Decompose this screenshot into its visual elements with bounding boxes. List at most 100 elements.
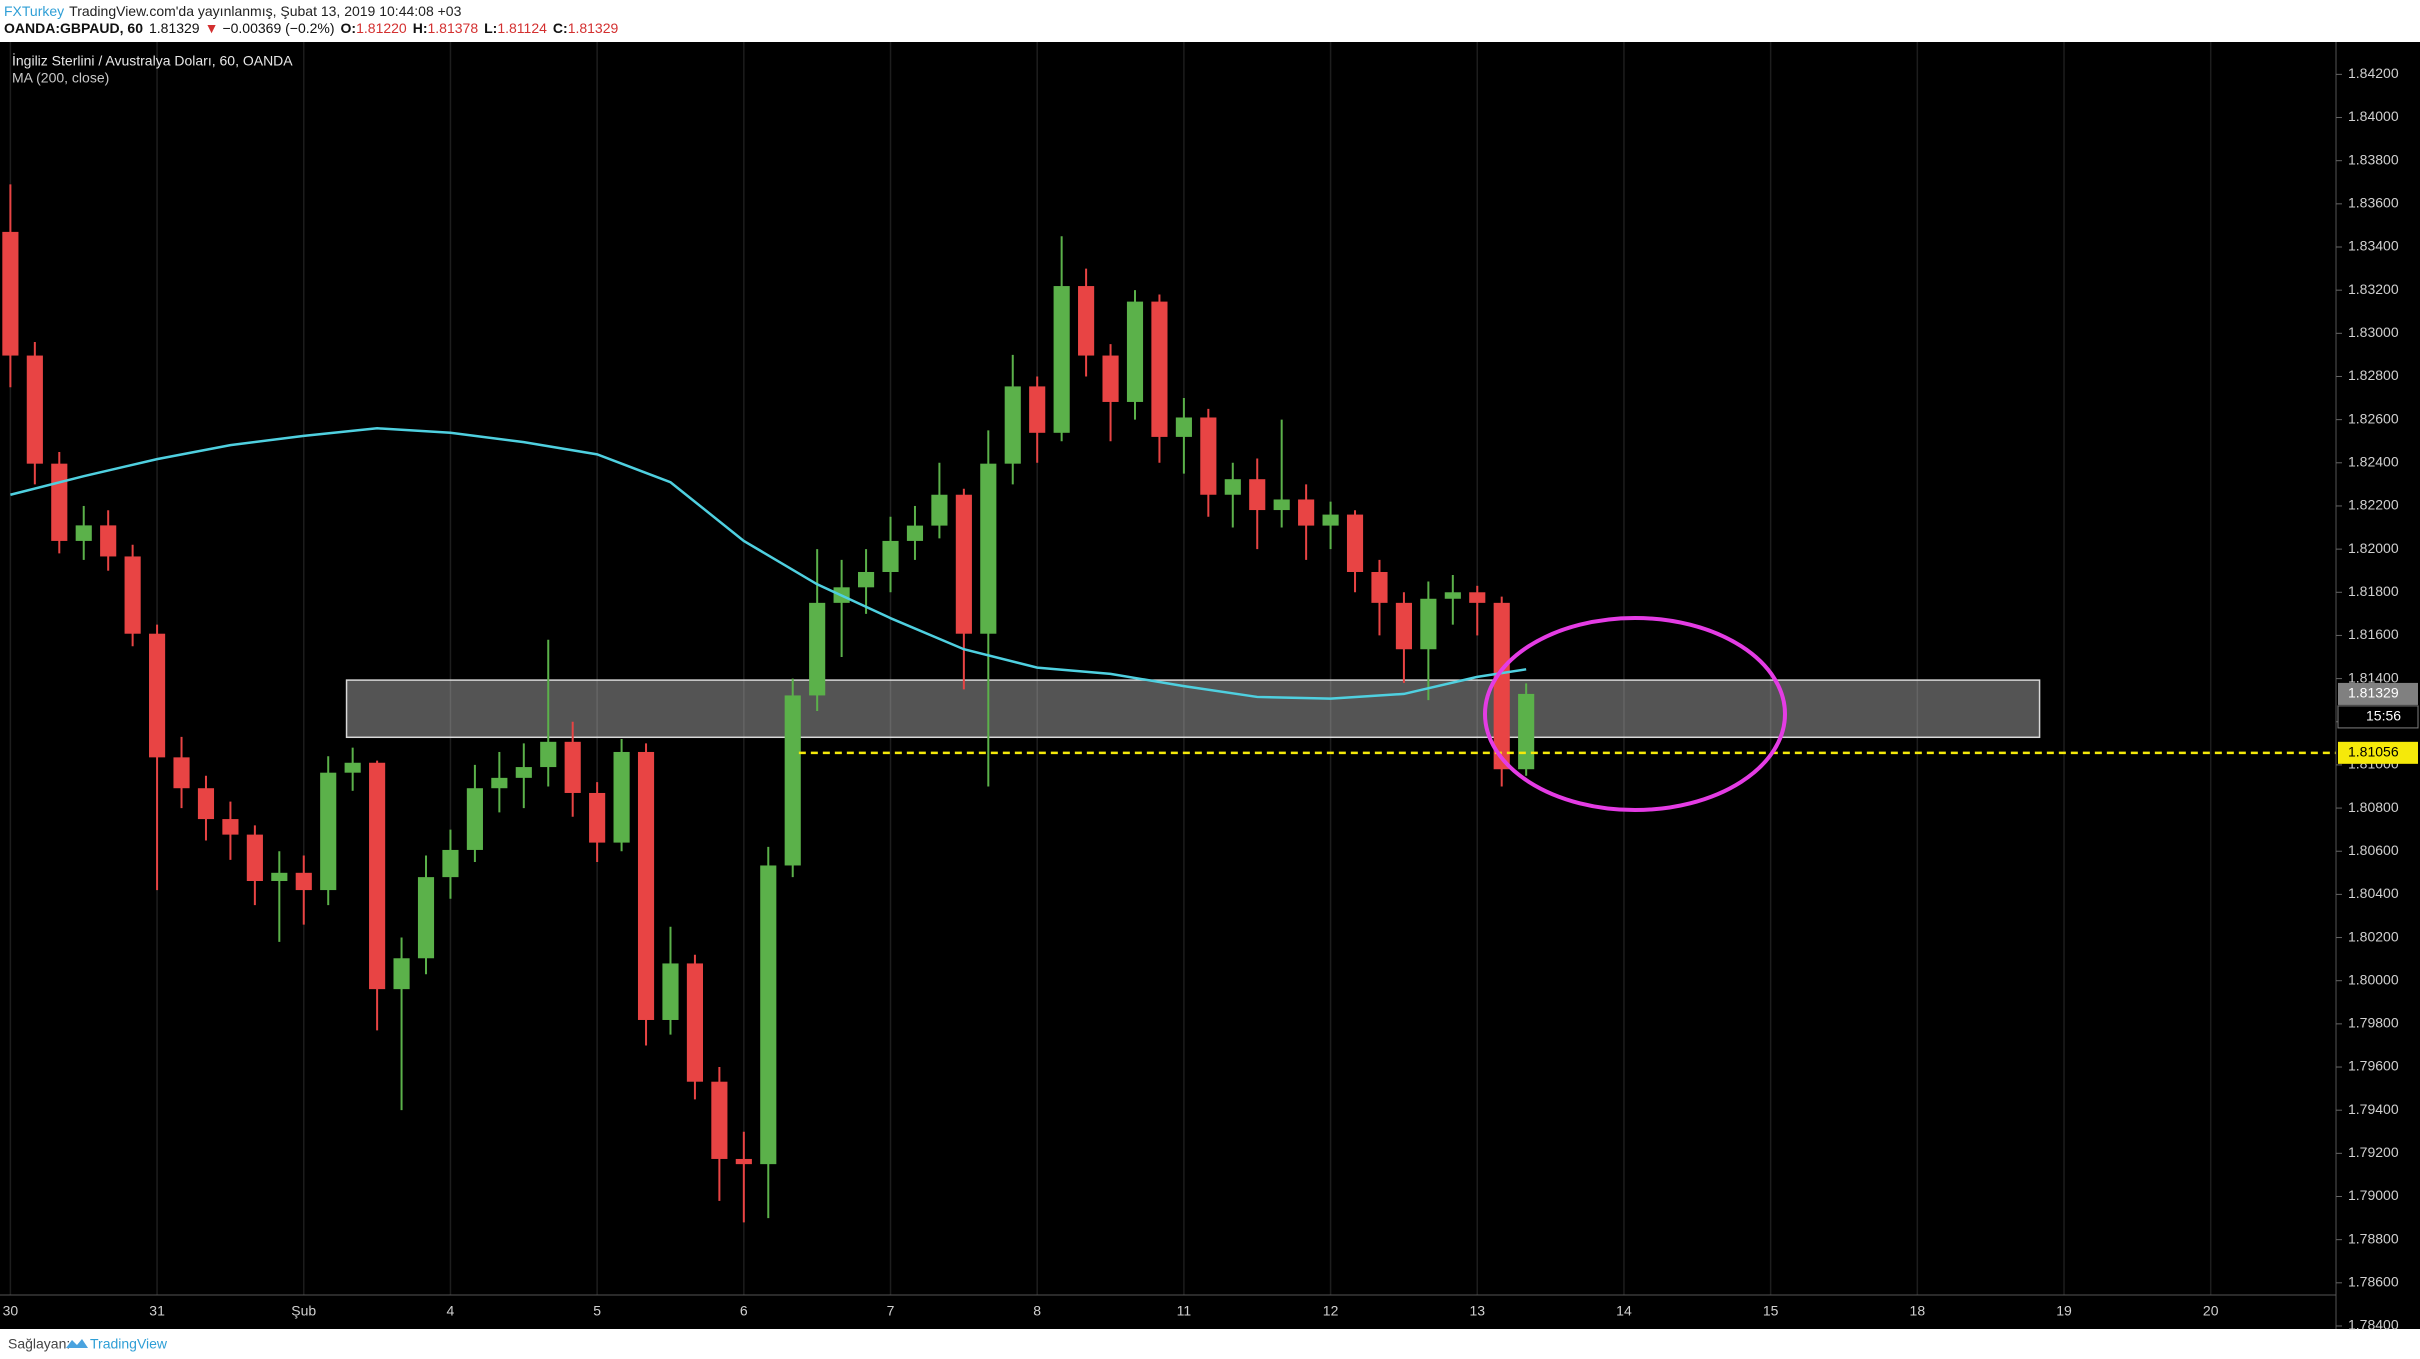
last-price-box	[2338, 682, 2418, 705]
footer-brand: TradingView	[90, 1336, 168, 1352]
y-tick-label: 1.79800	[2348, 1015, 2399, 1031]
publish-line: FXTurkey TradingView.com'da yayınlanmış, …	[4, 3, 462, 19]
ohlc-value: 1.81220	[356, 20, 407, 36]
candle-body	[149, 633, 166, 758]
candle-body	[2, 231, 19, 356]
y-tick-label: 1.82600	[2348, 410, 2399, 426]
y-tick-label: 1.84200	[2348, 65, 2399, 81]
x-tick-label: 31	[149, 1303, 165, 1319]
candle-body	[295, 872, 312, 891]
candle-body	[26, 355, 43, 464]
y-tick-label: 1.81400	[2348, 669, 2399, 685]
candle-body	[75, 525, 92, 541]
candle-body	[564, 741, 581, 793]
candle-body	[466, 788, 483, 850]
y-tick-label: 1.79000	[2348, 1187, 2399, 1203]
candle-body	[760, 865, 777, 1165]
y-tick-label: 1.83400	[2348, 238, 2399, 254]
candle-body	[1102, 355, 1119, 402]
price-labels: 1.81056 1.81329 15:56	[2337, 682, 2419, 764]
candle-body	[809, 602, 826, 696]
candle-body	[613, 751, 630, 843]
x-tick-label: 20	[2203, 1303, 2219, 1319]
candle-body	[442, 849, 459, 878]
candle-body	[417, 877, 435, 959]
candle-body	[124, 556, 141, 634]
candle-body	[1420, 598, 1437, 650]
symbol-line: OANDA:GBPAUD, 60 1.81329 ▼ −0.00369 (−0.2%)…	[4, 20, 619, 36]
candle-body	[858, 571, 875, 588]
x-tick-label: 18	[1910, 1303, 1926, 1319]
symbol: OANDA:GBPAUD, 60	[4, 20, 143, 36]
candle-body	[1444, 592, 1461, 599]
y-tick-label: 1.83000	[2348, 324, 2399, 340]
candle-body	[711, 1081, 728, 1159]
candle-body	[1004, 386, 1021, 464]
candle-body	[1249, 479, 1266, 511]
candle-body	[1518, 693, 1535, 770]
candle-body	[980, 463, 997, 634]
candle-body	[955, 494, 972, 634]
x-tick-label: 6	[740, 1303, 748, 1319]
candle-body	[246, 834, 263, 882]
y-tick-label: 1.79200	[2348, 1144, 2399, 1160]
candle-body	[1273, 499, 1290, 511]
x-tick-label: 5	[593, 1303, 601, 1319]
hline-label: 1.81056	[2348, 744, 2399, 760]
y-tick-label: 1.80200	[2348, 928, 2399, 944]
countdown-label: 15:56	[2366, 708, 2401, 724]
x-tick-label: 30	[3, 1303, 19, 1319]
candle-body	[515, 767, 532, 778]
x-tick-label: 4	[447, 1303, 455, 1319]
candle-body	[1371, 571, 1388, 603]
candle-body	[1224, 479, 1241, 495]
x-tick-label: 14	[1616, 1303, 1632, 1319]
countdown-box	[2337, 705, 2419, 729]
candle-body	[589, 792, 606, 843]
brand-logo	[66, 1339, 88, 1348]
ma-line	[10, 427, 1527, 700]
candle-body	[1200, 417, 1217, 495]
candle-body	[882, 540, 899, 572]
published: TradingView.com'da yayınlanmış, Şubat 13…	[69, 3, 461, 19]
candle-body	[1493, 602, 1510, 770]
candle-body	[222, 819, 239, 835]
ohlc-label: H:	[413, 20, 428, 36]
y-tick-label: 1.84000	[2348, 108, 2399, 124]
zone-box	[345, 679, 2041, 739]
candle-body	[197, 788, 215, 820]
candle-body	[100, 525, 117, 557]
y-tick-label: 1.83800	[2348, 151, 2399, 167]
candle-body	[1151, 301, 1168, 437]
y-tick-label: 1.78400	[2348, 1317, 2399, 1333]
y-tick-label: 1.80600	[2348, 842, 2399, 858]
y-tick-label: 1.82400	[2348, 454, 2399, 470]
x-tick-label: 7	[887, 1303, 895, 1319]
y-tick-label: 1.81800	[2348, 583, 2399, 599]
publisher: FXTurkey	[4, 3, 64, 19]
candle-body	[662, 963, 679, 1020]
candle-body	[1322, 514, 1339, 526]
candle-body	[906, 525, 924, 541]
candle-body	[320, 772, 337, 891]
candle-body	[637, 751, 655, 1020]
y-tick-label: 1.80000	[2348, 971, 2399, 987]
candle-body	[51, 463, 68, 541]
candle-body	[491, 777, 508, 789]
y-tick-label: 1.82200	[2348, 497, 2399, 513]
candle-body	[931, 494, 948, 526]
candle-body	[1029, 386, 1046, 433]
candle-body	[369, 762, 386, 990]
candle-body	[1298, 499, 1315, 526]
y-tick-label: 1.82000	[2348, 540, 2399, 556]
indicator-label: MA (200, close)	[12, 70, 109, 86]
y-tick-label: 1.83200	[2348, 281, 2399, 297]
y-tick-label: 1.80800	[2348, 799, 2399, 815]
x-tick-label: 13	[1469, 1303, 1485, 1319]
candle-body	[393, 958, 410, 990]
candle-body	[1175, 417, 1192, 437]
candle-body	[540, 741, 557, 768]
y-tick-label: 1.79600	[2348, 1058, 2399, 1074]
x-tick-label: 15	[1763, 1303, 1779, 1319]
